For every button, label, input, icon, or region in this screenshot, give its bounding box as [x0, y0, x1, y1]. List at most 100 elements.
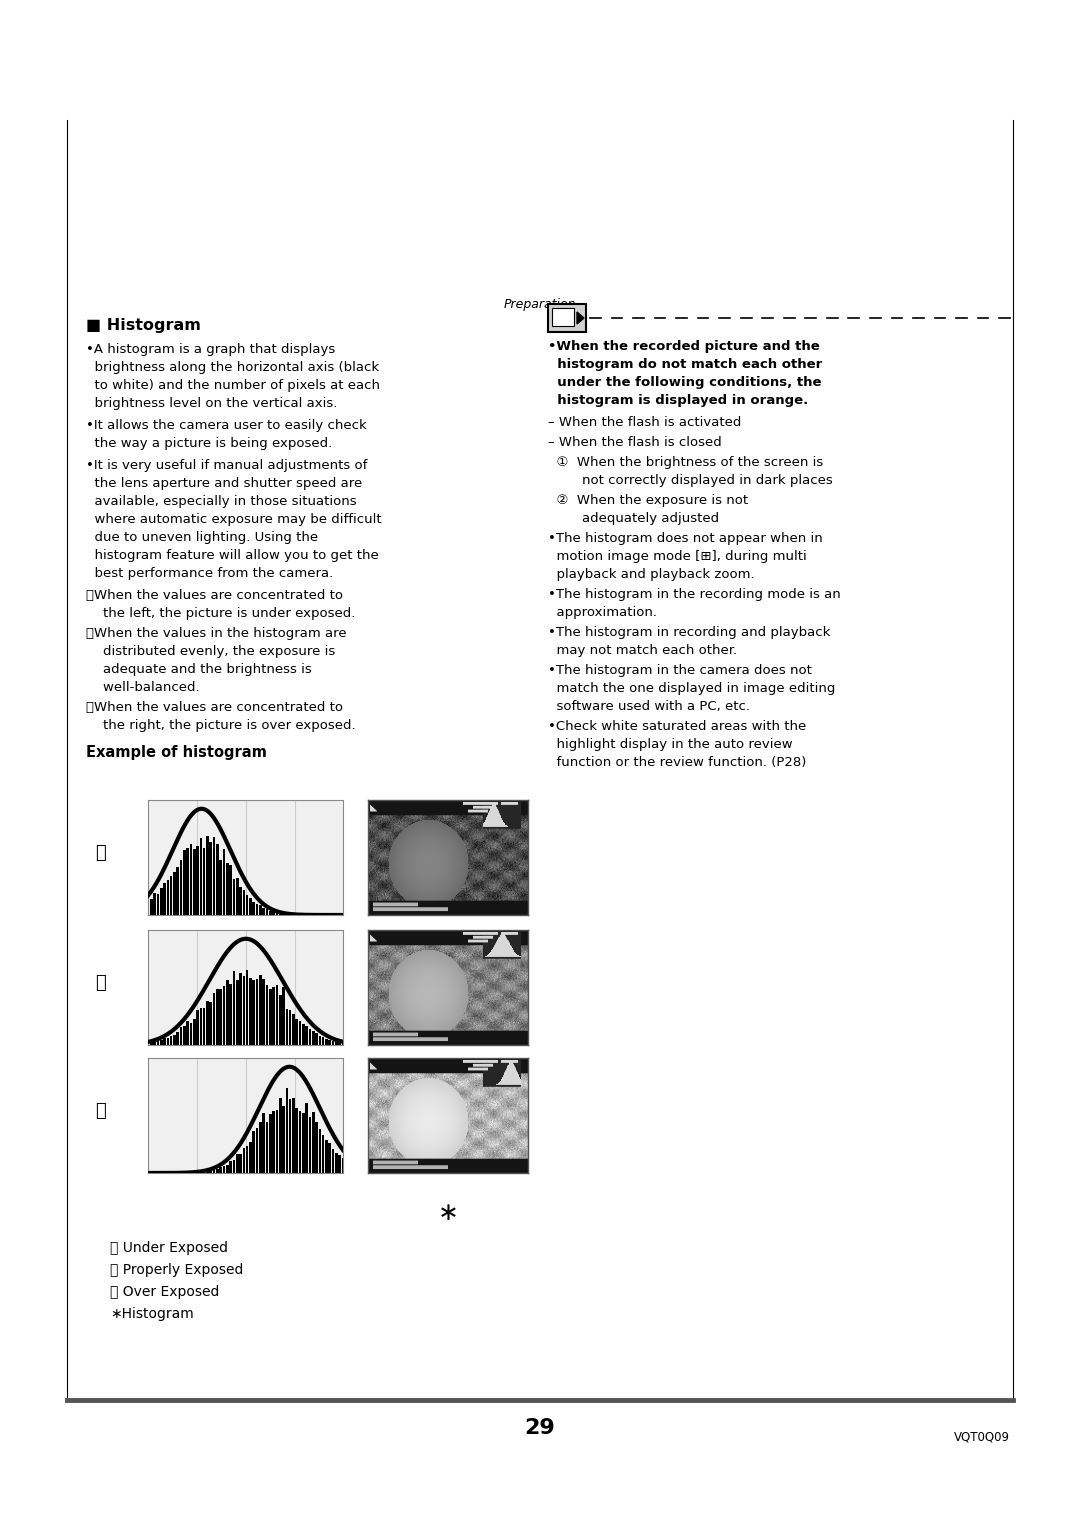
Bar — [173, 1035, 176, 1045]
Text: Ⓑ Properly Exposed: Ⓑ Properly Exposed — [110, 1264, 243, 1277]
Bar — [176, 867, 179, 916]
Bar — [203, 1172, 205, 1173]
Text: – When the flash is closed: – When the flash is closed — [548, 436, 721, 449]
Text: available, especially in those situations: available, especially in those situation… — [86, 494, 356, 508]
Bar — [240, 1154, 242, 1173]
Bar — [256, 903, 258, 916]
Bar — [150, 1042, 152, 1045]
Bar — [166, 1038, 170, 1045]
Bar — [216, 1169, 219, 1173]
Bar — [240, 887, 242, 916]
Bar — [249, 1141, 252, 1173]
Bar — [176, 1033, 179, 1045]
Bar — [296, 1019, 298, 1045]
Bar — [147, 900, 149, 916]
Bar — [262, 980, 265, 1045]
Bar — [322, 1038, 324, 1045]
Text: not correctly displayed in dark places: not correctly displayed in dark places — [548, 475, 833, 487]
Bar — [328, 1143, 332, 1173]
Bar — [222, 1166, 226, 1173]
Text: Ⓑ: Ⓑ — [95, 974, 106, 992]
Text: to white) and the number of pixels at each: to white) and the number of pixels at ea… — [86, 378, 380, 392]
Bar — [332, 1041, 335, 1045]
Bar — [275, 913, 279, 916]
Bar — [279, 995, 282, 1045]
Text: •The histogram in the recording mode is an: •The histogram in the recording mode is … — [548, 588, 840, 601]
Bar — [253, 980, 255, 1045]
Text: brightness along the horizontal axis (black: brightness along the horizontal axis (bl… — [86, 362, 379, 374]
Bar — [203, 848, 205, 916]
Text: approximation.: approximation. — [548, 606, 657, 620]
Bar — [160, 888, 162, 916]
Bar — [312, 1112, 314, 1173]
Bar — [240, 972, 242, 1045]
Bar — [170, 876, 173, 916]
Bar — [256, 980, 258, 1045]
Bar — [219, 989, 222, 1045]
Bar — [183, 850, 186, 916]
Bar — [232, 972, 235, 1045]
Bar — [219, 1167, 222, 1173]
Bar — [226, 980, 229, 1045]
Bar — [213, 838, 215, 916]
Bar — [266, 1122, 268, 1173]
Bar — [232, 879, 235, 916]
Bar — [253, 1131, 255, 1173]
Text: adequately adjusted: adequately adjusted — [548, 513, 719, 525]
Polygon shape — [577, 311, 584, 324]
Bar — [183, 1025, 186, 1045]
Bar — [338, 1042, 341, 1045]
Bar — [163, 882, 166, 916]
Bar — [173, 873, 176, 916]
Bar — [296, 1108, 298, 1173]
Text: Ⓐ: Ⓐ — [95, 844, 106, 862]
Bar — [197, 1010, 199, 1045]
Bar — [150, 899, 152, 916]
Bar — [147, 1044, 149, 1045]
Bar — [328, 1039, 332, 1045]
FancyBboxPatch shape — [552, 308, 573, 327]
Text: ①  When the brightness of the screen is: ① When the brightness of the screen is — [548, 456, 823, 468]
Text: VQT0Q09: VQT0Q09 — [954, 1430, 1010, 1444]
Text: ⒷWhen the values in the histogram are: ⒷWhen the values in the histogram are — [86, 627, 347, 639]
Bar — [206, 1001, 208, 1045]
Bar — [190, 844, 192, 916]
Text: histogram feature will allow you to get the: histogram feature will allow you to get … — [86, 549, 379, 562]
Bar — [269, 911, 271, 916]
Text: motion image mode [⊞], during multi: motion image mode [⊞], during multi — [548, 549, 807, 563]
Text: match the one displayed in image editing: match the one displayed in image editing — [548, 682, 835, 694]
Text: – When the flash is activated: – When the flash is activated — [548, 417, 741, 429]
Bar — [266, 909, 268, 916]
Bar — [210, 1003, 212, 1045]
Bar — [325, 1140, 327, 1173]
Bar — [341, 1158, 345, 1173]
Text: •The histogram does not appear when in: •The histogram does not appear when in — [548, 533, 823, 545]
Bar — [206, 836, 208, 916]
Bar — [282, 1106, 285, 1173]
Bar — [315, 1122, 318, 1173]
Text: histogram is displayed in orange.: histogram is displayed in orange. — [548, 394, 808, 407]
Text: ∗: ∗ — [437, 1201, 459, 1225]
Bar — [193, 848, 195, 916]
Bar — [206, 1170, 208, 1173]
Bar — [232, 1160, 235, 1173]
Bar — [246, 896, 248, 916]
Bar — [262, 1112, 265, 1173]
Bar — [259, 975, 261, 1045]
Bar — [249, 978, 252, 1045]
Text: 29: 29 — [525, 1418, 555, 1437]
Text: •A histogram is a graph that displays: •A histogram is a graph that displays — [86, 343, 335, 356]
Text: •The histogram in recording and playback: •The histogram in recording and playback — [548, 626, 831, 639]
Text: ∗Histogram: ∗Histogram — [110, 1306, 193, 1322]
Bar — [179, 1027, 183, 1045]
Bar — [160, 1039, 162, 1045]
Bar — [226, 1164, 229, 1173]
Text: the left, the picture is under exposed.: the left, the picture is under exposed. — [86, 607, 355, 620]
Bar — [335, 1041, 338, 1045]
Bar — [235, 1154, 239, 1173]
Text: •It is very useful if manual adjustments of: •It is very useful if manual adjustments… — [86, 459, 367, 472]
Text: Ⓐ Under Exposed: Ⓐ Under Exposed — [110, 1241, 228, 1254]
Bar — [166, 881, 170, 916]
Bar — [246, 969, 248, 1045]
Bar — [315, 1033, 318, 1045]
